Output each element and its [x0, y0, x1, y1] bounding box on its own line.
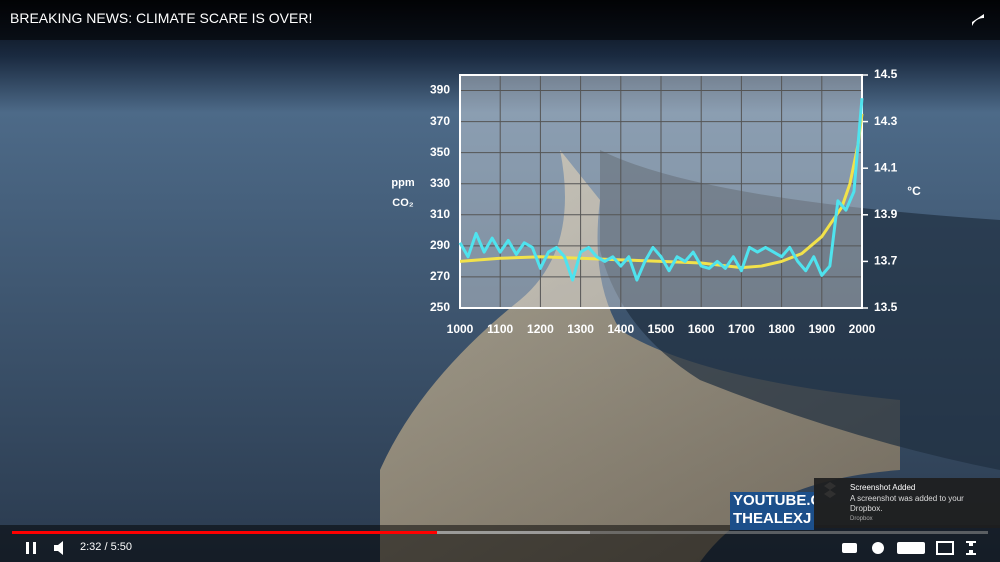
- top-shade: [0, 0, 1000, 40]
- pause-button[interactable]: [26, 542, 29, 554]
- x-tick-label: 1200: [527, 322, 554, 336]
- x-tick-label: 1900: [808, 322, 835, 336]
- plot-frame: [459, 74, 863, 309]
- y-tick-label: 250: [430, 300, 450, 314]
- y-tick-label: 370: [430, 114, 450, 128]
- y-axis-label: ppm: [391, 177, 414, 189]
- x-tick-label: 1400: [607, 322, 634, 336]
- y-tick-label: 270: [430, 269, 450, 283]
- video-title[interactable]: BREAKING NEWS: CLIMATE SCARE IS OVER!: [10, 10, 313, 26]
- notification-body: A screenshot was added to your Dropbox.: [850, 494, 964, 513]
- volume-button[interactable]: [54, 541, 63, 555]
- y-tick-label: 290: [430, 238, 450, 252]
- watermark-line: THEALEXJ: [733, 510, 812, 527]
- youtube-button[interactable]: [897, 542, 925, 554]
- y-tick-label: 310: [430, 207, 450, 221]
- x-tick-label: 1300: [567, 322, 594, 336]
- notification-title: Screenshot Added: [850, 483, 916, 492]
- share-icon[interactable]: [972, 14, 984, 26]
- cc-button[interactable]: [842, 543, 857, 553]
- time-display: 2:32 / 5:50: [80, 541, 132, 553]
- watermark: YOUTUBE.C THEALEXJ: [730, 492, 814, 530]
- x-tick-label: 1800: [768, 322, 795, 336]
- data-line: [458, 98, 864, 282]
- y-axis-label: CO₂: [392, 197, 414, 209]
- y2-axis-label: °C: [907, 184, 921, 198]
- watermark-line: YOUTUBE.C: [733, 492, 814, 509]
- land: [380, 150, 900, 562]
- y2-tick-label: 13.9: [874, 207, 898, 221]
- fullscreen-button[interactable]: [966, 541, 976, 555]
- x-tick-label: 1000: [447, 322, 474, 336]
- settings-button[interactable]: [872, 542, 884, 554]
- y2-tick-label: 14.3: [874, 114, 898, 128]
- x-tick-label: 1600: [688, 322, 715, 336]
- pause-button-part: [33, 542, 36, 554]
- y-tick-label: 390: [430, 83, 450, 97]
- cast-button[interactable]: [936, 541, 954, 555]
- y-tick-label: 350: [430, 145, 450, 159]
- notification-source: Dropbox: [850, 516, 873, 522]
- data-line: [459, 113, 864, 270]
- x-tick-label: 1700: [728, 322, 755, 336]
- y2-tick-label: 13.7: [874, 254, 898, 268]
- progress-played: [12, 531, 437, 534]
- x-tick-label: 1500: [648, 322, 675, 336]
- x-tick-label: 1100: [487, 322, 513, 336]
- ocean: [600, 150, 1000, 470]
- y-tick-label: 330: [430, 176, 450, 190]
- y2-tick-label: 14.5: [874, 67, 898, 81]
- x-tick-label: 2000: [849, 322, 876, 336]
- notification[interactable]: Screenshot Added A screenshot was added t…: [814, 478, 1000, 528]
- y2-tick-label: 13.5: [874, 300, 898, 314]
- y2-tick-label: 14.1: [874, 160, 898, 174]
